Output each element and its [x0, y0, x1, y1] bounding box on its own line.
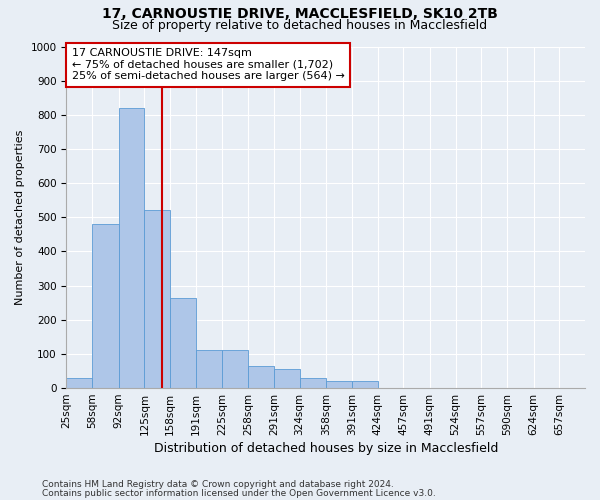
Bar	[326, 381, 352, 388]
Bar	[274, 370, 299, 388]
Text: Size of property relative to detached houses in Macclesfield: Size of property relative to detached ho…	[112, 19, 488, 32]
Text: 17, CARNOUSTIE DRIVE, MACCLESFIELD, SK10 2TB: 17, CARNOUSTIE DRIVE, MACCLESFIELD, SK10…	[102, 8, 498, 22]
Bar	[223, 350, 248, 388]
Bar	[145, 210, 170, 388]
Bar	[299, 378, 326, 388]
Bar	[170, 298, 196, 388]
Bar	[248, 366, 274, 388]
Bar	[67, 378, 92, 388]
Text: 17 CARNOUSTIE DRIVE: 147sqm
← 75% of detached houses are smaller (1,702)
25% of : 17 CARNOUSTIE DRIVE: 147sqm ← 75% of det…	[71, 48, 344, 82]
Y-axis label: Number of detached properties: Number of detached properties	[15, 130, 25, 305]
Text: Contains public sector information licensed under the Open Government Licence v3: Contains public sector information licen…	[42, 488, 436, 498]
X-axis label: Distribution of detached houses by size in Macclesfield: Distribution of detached houses by size …	[154, 442, 498, 455]
Bar	[119, 108, 145, 388]
Bar	[352, 381, 377, 388]
Bar	[196, 350, 223, 388]
Text: Contains HM Land Registry data © Crown copyright and database right 2024.: Contains HM Land Registry data © Crown c…	[42, 480, 394, 489]
Bar	[92, 224, 119, 388]
